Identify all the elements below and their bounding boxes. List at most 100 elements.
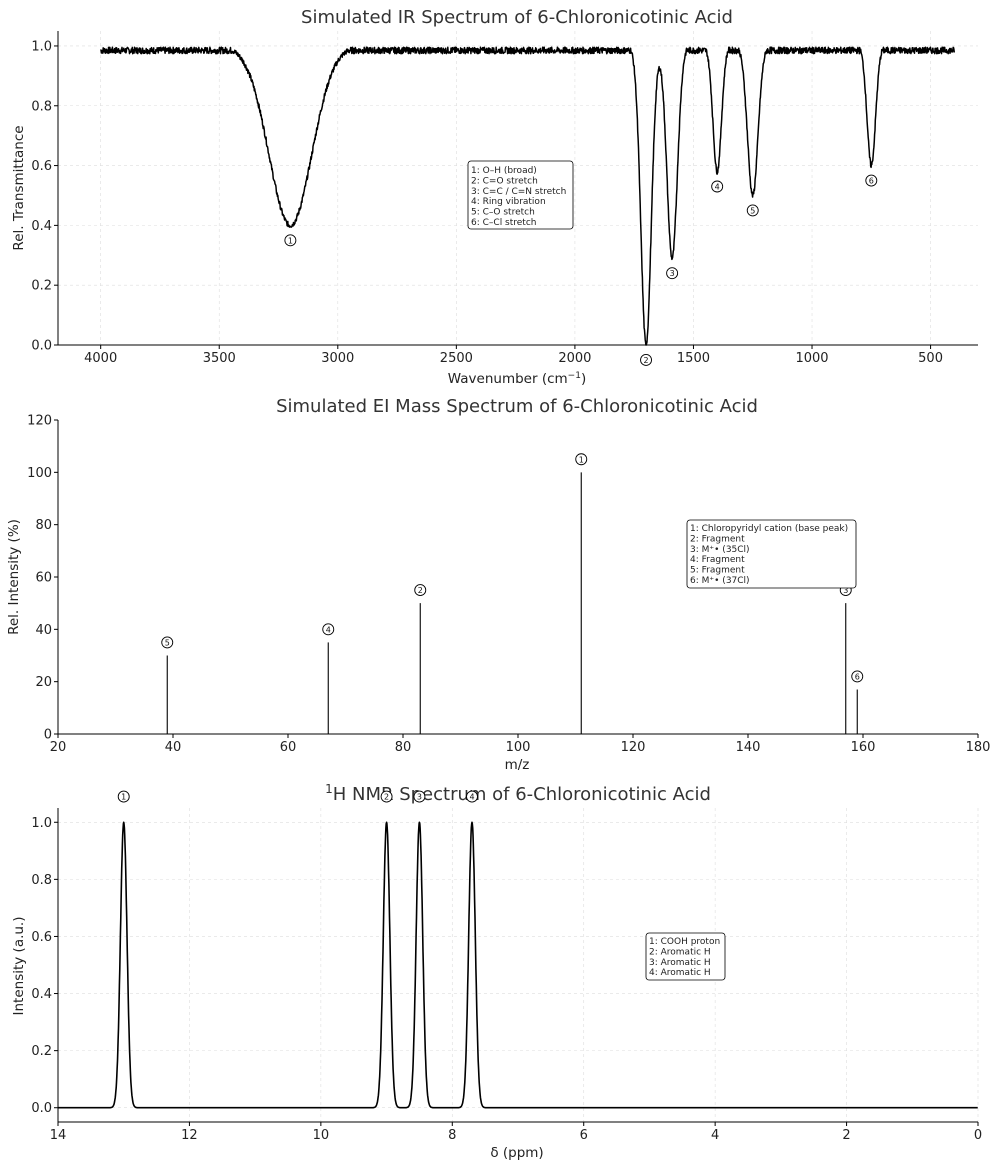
ms-spectrum-panel: Simulated EI Mass Spectrum of 6-Chloroni… xyxy=(6,396,990,773)
ir-legend-entry: 6: C–Cl stretch xyxy=(471,218,537,228)
ms-peak-marker-circle xyxy=(161,636,174,649)
nmr-axes xyxy=(57,808,978,1123)
ms-peak-marker-circle xyxy=(575,453,588,466)
ms-peak-marker: 2 xyxy=(418,586,423,595)
ir-title: Simulated IR Spectrum of 6-Chloronicotin… xyxy=(301,7,733,28)
ir-x-tick-label: 2500 xyxy=(440,351,473,366)
ms-y-axis-label: Rel. Intensity (%) xyxy=(6,519,22,635)
nmr-y-tick-label: 0.0 xyxy=(31,1101,52,1116)
ms-legend-box xyxy=(686,519,857,589)
ir-y-tick-label: 0.2 xyxy=(31,279,52,294)
nmr-legend-entry: 1: COOH proton xyxy=(649,937,720,947)
ms-legend-entry: 2: Fragment xyxy=(690,534,745,544)
ms-y-tick-label: 60 xyxy=(35,571,52,586)
ir-legend-entry: 1: O–H (broad) xyxy=(471,166,537,176)
ir-legend-entry: 2: C=O stretch xyxy=(471,176,538,186)
ir-peak-marker-circle xyxy=(284,234,297,247)
ir-x-tick-label: 2000 xyxy=(558,351,591,366)
nmr-x-tick-label: 2 xyxy=(842,1128,850,1143)
ir-x-tick-label: 3000 xyxy=(321,351,354,366)
nmr-y-tick-label: 0.4 xyxy=(31,987,52,1002)
ms-y-tick-label: 20 xyxy=(35,675,52,690)
ir-y-tick-label: 1.0 xyxy=(31,39,52,54)
ms-y-tick-label: 80 xyxy=(35,518,52,533)
ir-y-tick-label: 0.4 xyxy=(31,219,52,234)
ir-x-tick-label: 500 xyxy=(918,351,943,366)
ms-y-tick-label: 120 xyxy=(27,414,52,429)
ms-x-tick-label: 80 xyxy=(395,740,412,755)
ir-spectrum-panel: Simulated IR Spectrum of 6-Chloronicotin… xyxy=(11,7,978,387)
ms-title: Simulated EI Mass Spectrum of 6-Chloroni… xyxy=(276,396,758,417)
nmr-legend-box xyxy=(645,932,726,981)
ir-peak-marker: 3 xyxy=(670,269,675,278)
ir-peak-marker-circle xyxy=(865,174,878,187)
ir-x-tick-label: 4000 xyxy=(84,351,117,366)
ms-x-tick-label: 180 xyxy=(966,740,991,755)
ir-x-axis-label: Wavenumber (cm−1) xyxy=(448,371,586,387)
ms-y-tick-label: 100 xyxy=(27,466,52,481)
ir-spectrum-line xyxy=(100,46,956,346)
nmr-legend-entry: 2: Aromatic H xyxy=(649,947,711,957)
nmr-peak-marker-circle xyxy=(466,790,478,803)
nmr-ticks: 14 12 10 8 6 4 2 0 0.0 0.2 0.4 0.6 0.8 1.0 xyxy=(31,816,982,1143)
nmr-peak-marker: 2 xyxy=(384,793,389,802)
ir-peak-markers: 1 2 3 4 5 6 xyxy=(284,174,878,366)
ms-peak-marker: 5 xyxy=(165,638,170,647)
nmr-x-tick-label: 10 xyxy=(313,1128,330,1143)
ms-peak-marker-circle xyxy=(322,623,335,636)
ms-legend-entry: 3: M⁺• (35Cl) xyxy=(690,545,750,555)
nmr-legend-entry: 3: Aromatic H xyxy=(649,958,711,968)
nmr-y-tick-label: 0.6 xyxy=(31,930,52,945)
ir-peak-marker: 4 xyxy=(715,183,720,192)
nmr-peak-markers: 1 2 3 4 xyxy=(117,790,478,803)
nmr-peak-marker: 4 xyxy=(469,793,474,802)
ms-y-tick-label: 0 xyxy=(44,728,52,743)
nmr-y-tick-label: 1.0 xyxy=(31,816,52,831)
ms-peak-marker-circle xyxy=(414,584,427,597)
nmr-x-tick-label: 8 xyxy=(448,1128,456,1143)
ir-x-tick-label: 3500 xyxy=(203,351,236,366)
ms-legend: 1: Chloropyridyl cation (base peak)2: Fr… xyxy=(686,519,857,589)
ms-peak-marker: 6 xyxy=(855,672,860,681)
ms-peak-marker: 4 xyxy=(326,625,331,634)
nmr-x-axis-label: δ (ppm) xyxy=(490,1145,543,1161)
ms-peak-marker: 1 xyxy=(579,455,584,464)
nmr-gridlines xyxy=(57,808,979,1122)
nmr-peak-marker-circle xyxy=(117,790,130,803)
ir-ticks: 4000 3500 3000 2500 2000 1500 1000 500 0.0 0.2 0.4… xyxy=(31,39,943,366)
ir-peak-marker: 6 xyxy=(869,177,874,186)
ir-peak-marker-circle xyxy=(746,204,759,217)
nmr-y-tick-label: 0.8 xyxy=(31,873,52,888)
ms-x-tick-label: 160 xyxy=(851,740,876,755)
ms-x-tick-label: 100 xyxy=(506,740,531,755)
nmr-title: 1H NMR Spectrum of 6-Chloronicotinic Aci… xyxy=(325,782,711,805)
ir-y-tick-label: 0.0 xyxy=(31,339,52,354)
ir-legend-box xyxy=(467,160,574,230)
ir-peak-marker: 2 xyxy=(643,356,648,365)
nmr-peak-marker: 3 xyxy=(417,793,422,802)
nmr-x-tick-label: 14 xyxy=(50,1128,67,1143)
ms-peak-marker-circle xyxy=(851,670,864,683)
nmr-spectrum-panel: 1H NMR Spectrum of 6-Chloronicotinic Aci… xyxy=(11,782,982,1161)
ir-peak-marker: 1 xyxy=(288,236,293,245)
nmr-x-tick-label: 12 xyxy=(181,1128,198,1143)
nmr-peak-marker-circle xyxy=(380,790,393,803)
ir-legend-entry: 4: Ring vibration xyxy=(471,197,546,207)
ir-legend-entry: 3: C=C / C=N stretch xyxy=(471,187,566,197)
nmr-x-tick-label: 6 xyxy=(580,1128,588,1143)
ms-peaks xyxy=(166,472,858,734)
ms-legend-entry: 5: Fragment xyxy=(690,566,745,576)
ms-legend-entry: 1: Chloropyridyl cation (base peak) xyxy=(690,524,848,534)
ms-peak-markers: 5 4 2 1 3 6 xyxy=(161,453,864,683)
nmr-peak-marker: 1 xyxy=(121,793,126,802)
ms-peak-marker: 3 xyxy=(843,586,848,595)
ms-y-tick-label: 40 xyxy=(35,623,52,638)
ir-legend-entry: 5: C–O stretch xyxy=(471,208,535,218)
ir-peak-marker-circle xyxy=(711,180,724,193)
ir-x-tick-label: 1500 xyxy=(677,351,710,366)
ms-legend-entry: 6: M⁺• (37Cl) xyxy=(690,576,750,586)
